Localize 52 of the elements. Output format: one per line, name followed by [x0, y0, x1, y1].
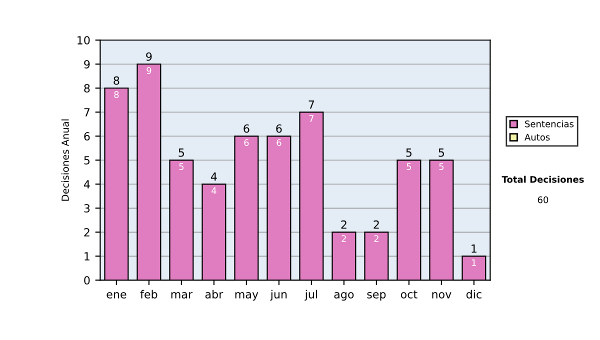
data-label: 4 — [212, 187, 216, 194]
y-tick-label: 0 — [84, 276, 90, 285]
data-label: 5 — [439, 163, 444, 170]
y-tick-label: 4 — [84, 180, 90, 188]
y-tick-label: 5 — [84, 156, 90, 165]
x-tick-label: dic — [466, 290, 482, 298]
y-tick-label: 2 — [84, 228, 90, 236]
text: Total Decisiones — [502, 176, 584, 183]
legend-label: Autos — [524, 134, 550, 141]
total-label: 1 — [472, 244, 476, 253]
x-tick-label: feb — [140, 290, 158, 298]
total-label: 5 — [178, 148, 184, 157]
y-tick-label: 7 — [84, 108, 90, 116]
data-label: 6 — [244, 139, 249, 146]
data-label: 2 — [374, 235, 378, 242]
y-axis-title: Decisiones Anual — [61, 119, 69, 201]
total-label: 5 — [406, 148, 412, 157]
legend-label: Sentencias — [525, 120, 574, 128]
total-label: 4 — [210, 172, 217, 181]
total-label: 7 — [308, 100, 314, 109]
x-tick-label: abr — [205, 290, 224, 298]
x-tick-label: jul — [304, 290, 318, 301]
x-tick-label: mar — [171, 292, 193, 298]
data-label: 6 — [276, 139, 282, 146]
y-tick-label: 1 — [84, 252, 90, 260]
y-tick-label: 6 — [84, 132, 90, 141]
y-tick-label: 8 — [84, 84, 90, 93]
x-tick-label: may — [235, 292, 258, 301]
x-tick-label: nov — [432, 292, 452, 298]
x-tick-label: jun — [270, 290, 287, 301]
y-tick-label: 3 — [84, 204, 90, 213]
data-label: 1 — [472, 259, 476, 266]
y-tick-label: 9 — [84, 60, 90, 69]
text: 60 — [538, 196, 548, 204]
x-tick-label: ene — [106, 292, 126, 298]
data-label: 2 — [342, 235, 346, 242]
y-tick-label: 10 — [78, 36, 90, 44]
data-label: 5 — [406, 163, 412, 170]
total-label: 2 — [374, 220, 379, 229]
total-label: 2 — [341, 220, 346, 229]
total-label: 8 — [114, 76, 120, 85]
x-tick-label: sep — [367, 292, 386, 301]
x-tick-label: ago — [334, 292, 354, 301]
total-label: 9 — [146, 52, 152, 61]
data-label: 9 — [146, 67, 152, 74]
data-label: 8 — [114, 91, 119, 98]
total-label: 6 — [244, 124, 250, 133]
x-tick-label: oct — [400, 290, 418, 298]
total-label: 6 — [276, 124, 282, 133]
data-label: 7 — [309, 115, 314, 122]
data-label: 5 — [179, 163, 184, 170]
total-label: 5 — [438, 148, 444, 157]
